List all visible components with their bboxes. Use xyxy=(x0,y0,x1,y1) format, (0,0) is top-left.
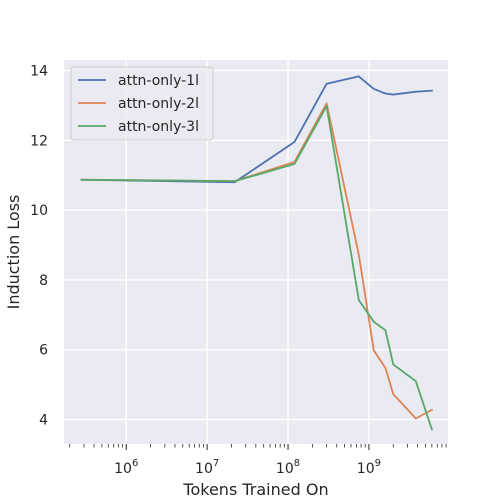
y-axis-ticks: 4 6 8 10 12 14 xyxy=(30,63,48,428)
series-line-attn-only-2l xyxy=(80,102,434,420)
x-tick-label: 106 xyxy=(114,458,138,477)
y-tick-label: 10 xyxy=(30,203,48,219)
series-line-attn-only-3l xyxy=(80,105,433,431)
y-tick-label: 4 xyxy=(39,413,48,429)
y-tick-label: 6 xyxy=(39,343,48,359)
series-layer xyxy=(80,75,434,431)
series-line-attn-only-1l xyxy=(80,75,433,184)
y-tick-label: 8 xyxy=(39,273,48,289)
legend-label-attn-only-3l: attn-only-3l xyxy=(118,119,199,135)
y-tick-label: 14 xyxy=(30,63,48,79)
x-tick-label: 108 xyxy=(276,458,300,477)
legend-box xyxy=(70,66,214,141)
legend-label-attn-only-2l: attn-only-2l xyxy=(118,96,199,112)
legend: attn-only-1l attn-only-2l attn-only-3l xyxy=(70,66,214,141)
legend-label-attn-only-1l: attn-only-1l xyxy=(118,73,199,89)
x-tick-label: 109 xyxy=(357,458,381,477)
x-axis-ticks: 106 107 108 109 xyxy=(69,444,447,477)
y-axis-label: Induction Loss xyxy=(4,195,23,310)
y-tick-label: 12 xyxy=(30,133,48,149)
x-axis-label: Tokens Trained On xyxy=(182,480,328,499)
x-tick-label: 107 xyxy=(195,458,219,477)
